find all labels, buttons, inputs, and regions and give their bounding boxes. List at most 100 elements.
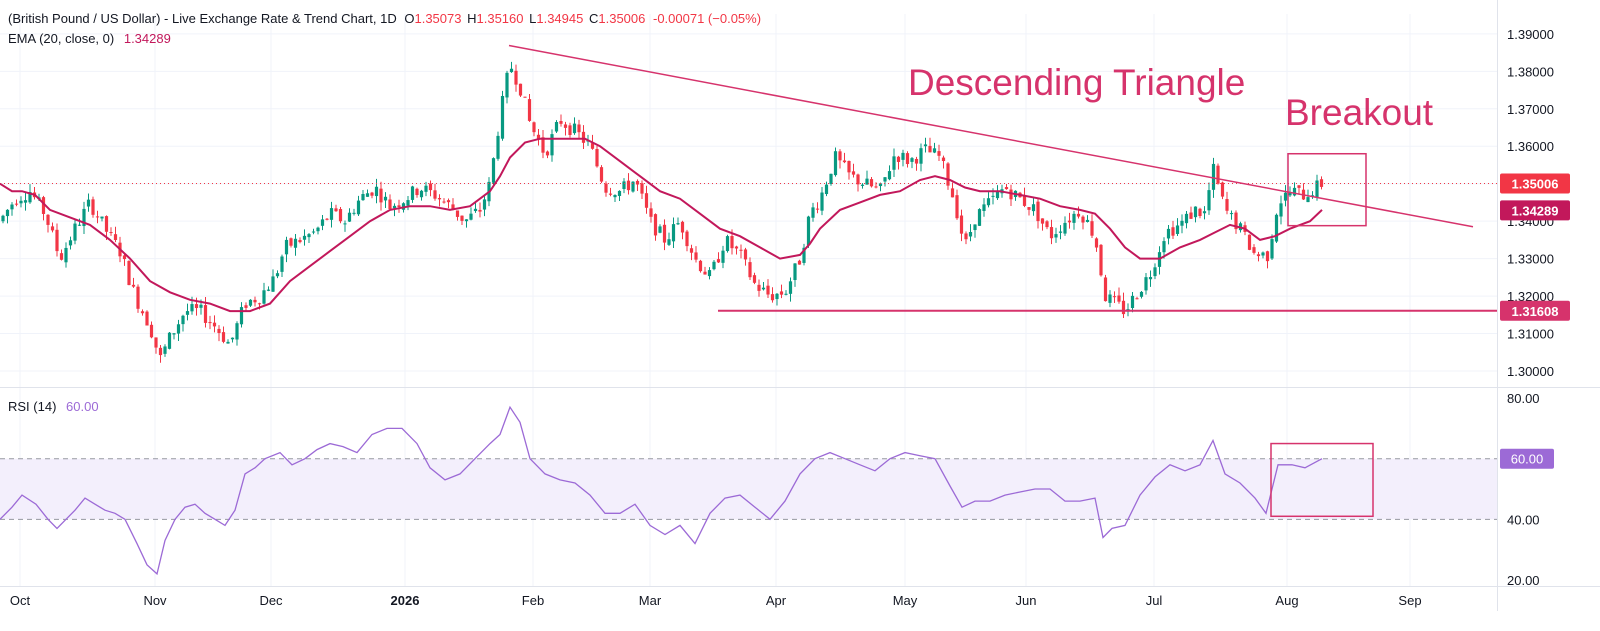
candle-body xyxy=(572,123,577,134)
candle-body xyxy=(293,238,298,248)
candle-body xyxy=(1193,206,1198,218)
candle-body xyxy=(334,208,338,212)
candle-body xyxy=(631,181,635,192)
candle-body xyxy=(739,249,743,251)
candle-body xyxy=(1144,277,1148,291)
candle-body xyxy=(1153,267,1157,277)
candle-body xyxy=(721,250,725,263)
candle-body xyxy=(869,179,874,187)
candle-body xyxy=(689,248,694,253)
candle-body xyxy=(1279,203,1283,217)
candle-body xyxy=(28,192,32,203)
candle-body xyxy=(77,224,82,226)
price-tick-label: 1.37000 xyxy=(1507,102,1554,117)
candle-body xyxy=(793,263,797,281)
candle-body xyxy=(217,328,221,334)
candle-body xyxy=(167,332,172,349)
time-tick-label: 2026 xyxy=(391,593,420,608)
candle-body xyxy=(1252,247,1256,253)
candle-body xyxy=(185,311,190,315)
candle-body xyxy=(203,305,208,323)
candle-body xyxy=(563,124,568,128)
candle-body xyxy=(968,231,973,237)
candle-body xyxy=(271,276,275,292)
candle-body xyxy=(316,227,320,232)
candle-body xyxy=(1009,189,1013,200)
price-tag-text: 1.34289 xyxy=(1512,203,1559,218)
candle-body xyxy=(1040,218,1045,224)
candle-body xyxy=(451,204,455,210)
descending-trendline xyxy=(508,44,1474,228)
candle-body xyxy=(568,125,572,135)
candle-body xyxy=(577,124,581,133)
candle-body xyxy=(230,337,235,340)
candle-body xyxy=(109,232,113,234)
candle-body xyxy=(64,247,68,263)
candle-body xyxy=(1036,201,1040,222)
candle-body xyxy=(626,180,631,191)
candle-body xyxy=(856,174,860,185)
candle-body xyxy=(73,223,77,241)
candle-body xyxy=(955,195,959,219)
candle-body xyxy=(199,304,203,308)
candle-body xyxy=(707,270,712,277)
rsi-value: 60.00 xyxy=(66,399,99,414)
candle-body xyxy=(433,190,437,199)
candle-body xyxy=(527,99,532,121)
candle-body xyxy=(505,72,509,98)
candle-body xyxy=(1270,239,1274,259)
candle-body xyxy=(811,207,815,218)
candle-body xyxy=(356,200,361,215)
candle-body xyxy=(838,151,842,161)
candle-body xyxy=(383,196,388,201)
candle-body xyxy=(766,285,770,295)
candle-body xyxy=(419,190,424,198)
rsi-line xyxy=(0,405,1323,576)
candle-body xyxy=(388,199,392,210)
candle-body xyxy=(104,216,109,232)
candle-body xyxy=(743,249,748,260)
candle-body xyxy=(590,143,595,149)
candle-body xyxy=(932,148,937,153)
candle-body xyxy=(509,68,514,73)
candle-body xyxy=(248,299,253,306)
time-tick-label: Nov xyxy=(143,593,167,608)
candle-body xyxy=(1112,296,1117,298)
candle-body xyxy=(1171,227,1175,236)
candle-body xyxy=(910,158,914,162)
candle-body xyxy=(1063,222,1067,234)
candle-body xyxy=(680,221,685,233)
axes: 1.390001.380001.370001.360001.350001.340… xyxy=(0,0,1600,611)
candle-body xyxy=(608,193,613,195)
candle-body xyxy=(986,198,991,206)
candle-body xyxy=(599,167,604,182)
price-tick-label: 1.36000 xyxy=(1507,139,1554,154)
price-tag xyxy=(1500,200,1570,221)
candle-body xyxy=(550,134,554,156)
candle-body xyxy=(1022,195,1027,206)
candle-body xyxy=(19,200,23,204)
candle-body xyxy=(1027,207,1031,210)
candle-body xyxy=(1207,190,1211,211)
rsi-label: RSI (14) xyxy=(8,399,57,414)
candle-body xyxy=(149,324,154,338)
candle-body xyxy=(640,183,644,194)
time-tick-label: May xyxy=(893,593,918,608)
candle-body xyxy=(748,262,752,278)
candle-body xyxy=(923,144,928,147)
candle-body xyxy=(41,197,46,214)
candle-body xyxy=(1292,187,1297,196)
candle-body xyxy=(122,255,127,260)
candle-body xyxy=(829,173,833,184)
candle-body xyxy=(1297,185,1301,188)
candle-body xyxy=(667,239,671,245)
candle-body xyxy=(352,212,356,214)
candle-body xyxy=(1202,211,1207,214)
candle-body xyxy=(1076,213,1081,217)
candle-body xyxy=(676,223,680,225)
candle-body xyxy=(964,233,968,240)
price-tag-text: 1.35006 xyxy=(1512,176,1559,191)
rsi-legend: RSI (14) 60.00 xyxy=(8,399,99,414)
candle-body xyxy=(779,291,784,295)
candle-body xyxy=(226,341,230,344)
